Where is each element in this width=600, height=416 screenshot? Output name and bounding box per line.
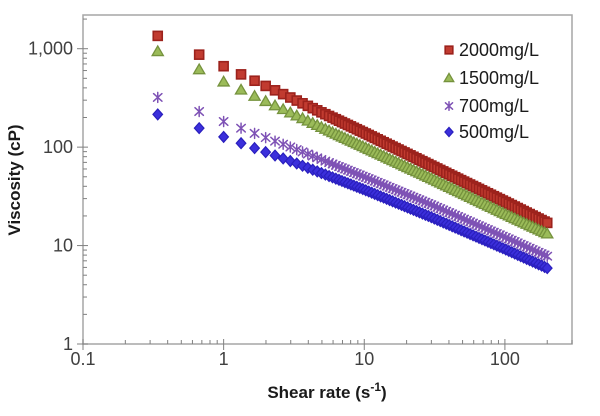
y-axis-tick-label: 100 bbox=[43, 137, 73, 157]
data-point-marker bbox=[269, 149, 281, 162]
data-point-marker bbox=[234, 83, 248, 95]
data-point-marker bbox=[542, 250, 553, 262]
data-point-marker bbox=[236, 122, 247, 134]
legend-label: 2000mg/L bbox=[459, 40, 539, 60]
data-point-marker bbox=[302, 148, 313, 160]
legend-label: 1500mg/L bbox=[459, 68, 539, 88]
x-axis-title-text: Shear rate (s bbox=[267, 383, 370, 402]
data-point-marker bbox=[276, 102, 290, 115]
data-point-marker bbox=[235, 69, 247, 80]
data-point-marker bbox=[270, 135, 280, 147]
legend-item-2000mgl: 2000mg/L bbox=[444, 40, 539, 60]
y-axis-tick-label: 1 bbox=[63, 334, 73, 354]
x-axis-tick-label: 10 bbox=[354, 349, 374, 369]
plot-area-border bbox=[82, 14, 573, 345]
data-point-marker bbox=[218, 130, 230, 144]
x-axis-title-close-paren: ) bbox=[381, 383, 387, 402]
data-point-marker bbox=[193, 121, 205, 135]
data-point-marker bbox=[218, 115, 229, 128]
data-point-marker bbox=[278, 138, 289, 150]
data-point-marker bbox=[193, 49, 205, 60]
data-point-marker bbox=[260, 131, 271, 144]
legend: 2000mg/L 1500mg/L 700mg/L 500mg/L bbox=[443, 40, 539, 142]
data-point-marker bbox=[248, 141, 261, 155]
data-point-marker bbox=[249, 127, 260, 140]
series-2000mgl bbox=[152, 30, 553, 229]
square-legend-icon bbox=[444, 45, 454, 55]
data-series-layer bbox=[151, 30, 554, 275]
data-point-marker bbox=[283, 105, 298, 118]
series-1500mgl bbox=[151, 44, 554, 239]
data-point-marker bbox=[152, 108, 164, 121]
data-point-marker bbox=[247, 89, 262, 101]
data-point-marker bbox=[192, 62, 206, 75]
x-axis-tick-labels: 0.1 1 10 100 bbox=[70, 349, 519, 369]
data-point-marker bbox=[218, 60, 229, 72]
diamond-legend-icon bbox=[444, 126, 454, 138]
data-point-marker bbox=[297, 146, 308, 158]
data-point-marker bbox=[291, 143, 302, 156]
series-700mgl bbox=[152, 91, 553, 262]
x-axis-tick-label: 0.1 bbox=[70, 349, 95, 369]
legend-item-1500mgl: 1500mg/L bbox=[443, 68, 539, 88]
data-point-marker bbox=[260, 80, 271, 92]
x-axis-minor-ticks bbox=[124, 340, 573, 344]
triangle-legend-icon bbox=[443, 72, 455, 83]
x-axis-tick-label: 100 bbox=[490, 349, 520, 369]
legend-label: 500mg/L bbox=[459, 122, 529, 142]
data-point-marker bbox=[260, 145, 272, 159]
y-axis-tick-label: 1,000 bbox=[28, 39, 73, 59]
data-point-marker bbox=[285, 141, 296, 153]
x-axis-title: Shear rate (s-1) bbox=[267, 380, 386, 402]
data-point-marker bbox=[258, 94, 273, 107]
data-point-marker bbox=[194, 105, 205, 118]
data-point-marker bbox=[540, 227, 554, 239]
star-legend-icon bbox=[444, 101, 454, 111]
data-point-marker bbox=[235, 136, 247, 150]
y-axis-major-ticks bbox=[77, 48, 88, 345]
x-axis-title-superscript: -1 bbox=[370, 380, 381, 394]
series-500mgl bbox=[152, 108, 553, 275]
legend-item-700mgl: 700mg/L bbox=[444, 96, 529, 116]
data-point-marker bbox=[541, 217, 553, 229]
data-point-marker bbox=[541, 261, 553, 275]
legend-item-500mgl: 500mg/L bbox=[444, 122, 529, 142]
data-point-marker bbox=[152, 30, 164, 42]
legend-label: 700mg/L bbox=[459, 96, 529, 116]
data-point-marker bbox=[216, 75, 231, 87]
data-point-marker bbox=[152, 91, 163, 104]
y-axis-title: Viscosity (cP) bbox=[5, 124, 24, 235]
data-point-marker bbox=[268, 98, 282, 111]
data-point-marker bbox=[151, 44, 165, 57]
y-axis-tick-labels: 1 10 100 1,000 bbox=[28, 39, 73, 354]
x-axis-tick-label: 1 bbox=[219, 349, 229, 369]
data-point-marker bbox=[249, 75, 260, 87]
y-axis-tick-label: 10 bbox=[53, 236, 73, 256]
y-axis-minor-ticks bbox=[83, 18, 87, 315]
